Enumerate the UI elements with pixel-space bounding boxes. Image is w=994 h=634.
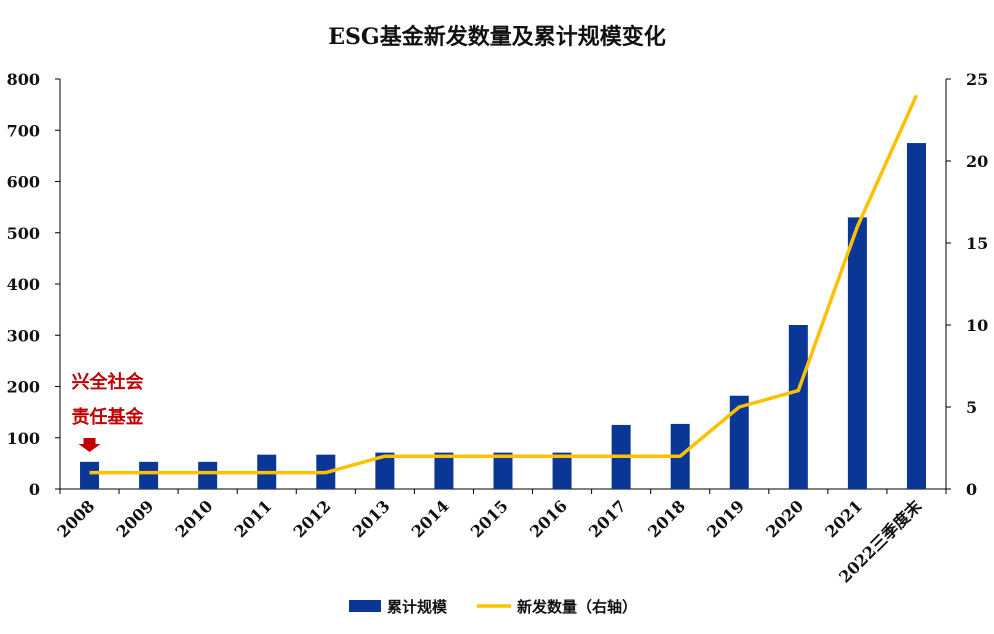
left-tick-label: 0 (29, 480, 40, 499)
x-tick-label: 2016 (526, 496, 571, 541)
legend-swatch-bar (349, 600, 381, 612)
x-tick-label: 2020 (762, 496, 807, 541)
left-tick-label: 700 (7, 121, 40, 140)
bar-cumulative-scale (729, 395, 749, 489)
legend: 累计规模 新发数量（右轴） (349, 598, 637, 616)
legend-label-bar: 累计规模 (387, 598, 448, 616)
x-tick-label: 2021 (821, 496, 866, 541)
bar-cumulative-scale (847, 217, 867, 489)
bar-cumulative-scale (139, 461, 159, 489)
left-tick-label: 300 (7, 326, 40, 345)
x-tick-label: 2019 (703, 496, 748, 541)
bar-cumulative-scale (375, 452, 395, 489)
annotation-text: 责任基金 (72, 406, 145, 428)
left-tick-label: 100 (7, 429, 40, 448)
right-tick-label: 5 (966, 398, 977, 417)
left-tick-label: 500 (7, 224, 40, 243)
bar-cumulative-scale (906, 143, 926, 489)
x-tick-label: 2009 (113, 496, 158, 541)
legend-label-line: 新发数量（右轴） (517, 598, 637, 616)
x-tick-label: 2012 (290, 496, 335, 541)
right-tick-label: 0 (966, 480, 977, 499)
x-tick-label: 2013 (349, 496, 394, 541)
x-tick-label: 2018 (644, 496, 689, 541)
left-tick-label: 400 (7, 275, 40, 294)
bar-cumulative-scale (788, 325, 808, 489)
left-tick-label: 600 (7, 173, 40, 192)
x-tick-label: 2011 (231, 496, 276, 541)
bar-cumulative-scale (80, 461, 100, 489)
bar-cumulative-scale (493, 452, 513, 489)
x-tick-label: 2008 (53, 496, 98, 541)
right-tick-label: 20 (966, 152, 988, 171)
right-tick-label: 10 (966, 316, 988, 335)
bar-cumulative-scale (198, 461, 218, 489)
right-tick-label: 15 (966, 234, 988, 253)
annotation-arrow-icon (78, 438, 101, 452)
plot-area: 0 100 200 300 400 500 600 700 800 0 5 10 15 20 25 2008 2… (7, 70, 989, 587)
left-tick-label: 800 (7, 70, 40, 89)
bar-cumulative-scale (434, 452, 454, 489)
annotation-text: 兴全社会 (72, 371, 144, 393)
x-tick-label: 2017 (585, 496, 630, 541)
left-tick-label: 200 (7, 378, 40, 397)
bar-cumulative-scale (552, 452, 572, 489)
x-tick-label: 2014 (408, 496, 453, 541)
line-new-issuance (89, 94, 919, 475)
x-tick-label: 2010 (172, 496, 217, 541)
chart-title: ESG基金新发数量及累计规模变化 (328, 24, 665, 50)
x-tick-label: 2015 (467, 496, 512, 541)
right-tick-label: 25 (966, 70, 988, 89)
